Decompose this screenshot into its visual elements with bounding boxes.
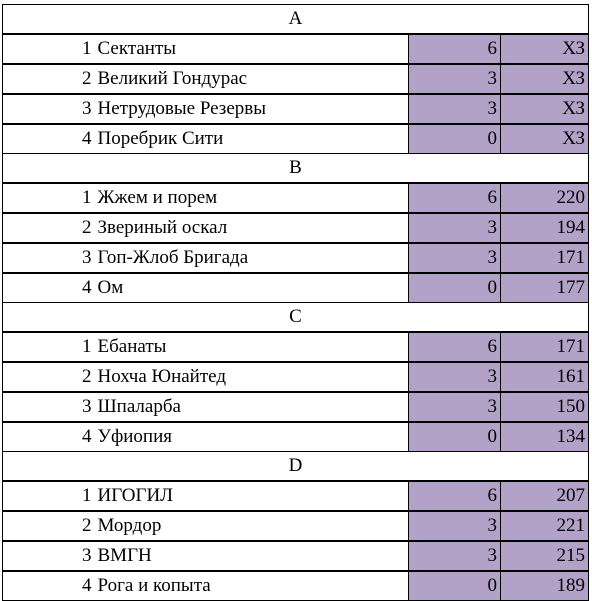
position-cell[interactable]: 4 [2, 570, 95, 601]
score-cell[interactable]: ХЗ [500, 93, 589, 125]
position-cell[interactable]: 2 [2, 63, 95, 95]
points-cell[interactable]: 3 [408, 510, 501, 542]
team-name-cell[interactable]: Уфиопия [94, 421, 409, 452]
table-row: 4 Ом 0 177 [2, 272, 589, 303]
points-cell[interactable]: 0 [408, 570, 501, 601]
points-cell[interactable]: 3 [408, 361, 501, 393]
table-row: 1 Сектанты 6 ХЗ [2, 33, 589, 65]
table-row: 3 Шпаларба 3 150 [2, 391, 589, 423]
points-cell[interactable]: 6 [408, 331, 501, 363]
position-cell[interactable]: 4 [2, 123, 95, 154]
points-cell[interactable]: 0 [408, 272, 501, 303]
score-cell[interactable]: 177 [500, 272, 589, 303]
score-cell[interactable]: 215 [500, 540, 589, 572]
score-cell[interactable]: 171 [500, 331, 589, 363]
team-name-cell[interactable]: Великий Гондурас [94, 63, 409, 95]
group-name-cell[interactable]: D [2, 451, 589, 482]
score-cell[interactable]: 207 [500, 480, 589, 512]
table-row: 2 Великий Гондурас 3 ХЗ [2, 63, 589, 95]
table-row: 2 Нохча Юнайтед 3 161 [2, 361, 589, 393]
standings-body: A 1 Сектанты 6 ХЗ 2 Великий Гондурас 3 ХЗ 3 Нетруд… [2, 4, 589, 601]
standings-table: A 1 Сектанты 6 ХЗ 2 Великий Гондурас 3 ХЗ 3 Нетруд… [2, 4, 589, 601]
team-name-cell[interactable]: ИГОГИЛ [94, 480, 409, 512]
team-name-cell[interactable]: Сектанты [94, 33, 409, 65]
position-cell[interactable]: 2 [2, 361, 95, 393]
position-cell[interactable]: 3 [2, 242, 95, 274]
team-name-cell[interactable]: ВМГН [94, 540, 409, 572]
table-row: 1 ИГОГИЛ 6 207 [2, 480, 589, 512]
position-cell[interactable]: 3 [2, 93, 95, 125]
table-row: 2 Мордор 3 221 [2, 510, 589, 542]
score-cell[interactable]: 171 [500, 242, 589, 274]
points-cell[interactable]: 6 [408, 480, 501, 512]
team-name-cell[interactable]: Мордор [94, 510, 409, 542]
score-cell[interactable]: ХЗ [500, 63, 589, 95]
team-name-cell[interactable]: Шпаларба [94, 391, 409, 423]
table-row: 1 Жжем и порем 6 220 [2, 182, 589, 214]
position-cell[interactable]: 2 [2, 510, 95, 542]
team-name-cell[interactable]: Нохча Юнайтед [94, 361, 409, 393]
position-cell[interactable]: 4 [2, 272, 95, 303]
points-cell[interactable]: 3 [408, 242, 501, 274]
position-cell[interactable]: 1 [2, 480, 95, 512]
table-row: 4 Рога и копыта 0 189 [2, 570, 589, 601]
points-cell[interactable]: 6 [408, 33, 501, 65]
score-cell[interactable]: 189 [500, 570, 589, 601]
position-cell[interactable]: 2 [2, 212, 95, 244]
position-cell[interactable]: 1 [2, 331, 95, 363]
team-name-cell[interactable]: Гоп-Жлоб Бригада [94, 242, 409, 274]
table-row: 4 Уфиопия 0 134 [2, 421, 589, 452]
points-cell[interactable]: 0 [408, 123, 501, 154]
points-cell[interactable]: 6 [408, 182, 501, 214]
points-cell[interactable]: 0 [408, 421, 501, 452]
position-cell[interactable]: 1 [2, 182, 95, 214]
points-cell[interactable]: 3 [408, 540, 501, 572]
score-cell[interactable]: 134 [500, 421, 589, 452]
score-cell[interactable]: 220 [500, 182, 589, 214]
points-cell[interactable]: 3 [408, 63, 501, 95]
position-cell[interactable]: 1 [2, 33, 95, 65]
points-cell[interactable]: 3 [408, 212, 501, 244]
team-name-cell[interactable]: Нетрудовые Резервы [94, 93, 409, 125]
team-name-cell[interactable]: Звериный оскал [94, 212, 409, 244]
team-name-cell[interactable]: Ом [94, 272, 409, 303]
group-name-cell[interactable]: C [2, 302, 589, 333]
table-row: 3 Нетрудовые Резервы 3 ХЗ [2, 93, 589, 125]
score-cell[interactable]: 161 [500, 361, 589, 393]
table-row: 2 Звериный оскал 3 194 [2, 212, 589, 244]
score-cell[interactable]: 150 [500, 391, 589, 423]
table-row: 4 Поребрик Сити 0 ХЗ [2, 123, 589, 154]
group-header-row: A [2, 4, 589, 35]
group-header-row: C [2, 302, 589, 333]
group-header-row: D [2, 451, 589, 482]
table-row: 3 ВМГН 3 215 [2, 540, 589, 572]
position-cell[interactable]: 4 [2, 421, 95, 452]
group-name-cell[interactable]: B [2, 153, 589, 184]
points-cell[interactable]: 3 [408, 391, 501, 423]
score-cell[interactable]: ХЗ [500, 123, 589, 154]
team-name-cell[interactable]: Поребрик Сити [94, 123, 409, 154]
score-cell[interactable]: ХЗ [500, 33, 589, 65]
group-header-row: B [2, 153, 589, 184]
score-cell[interactable]: 221 [500, 510, 589, 542]
team-name-cell[interactable]: Жжем и порем [94, 182, 409, 214]
position-cell[interactable]: 3 [2, 540, 95, 572]
team-name-cell[interactable]: Рога и копыта [94, 570, 409, 601]
points-cell[interactable]: 3 [408, 93, 501, 125]
score-cell[interactable]: 194 [500, 212, 589, 244]
table-row: 1 Ебанаты 6 171 [2, 331, 589, 363]
team-name-cell[interactable]: Ебанаты [94, 331, 409, 363]
position-cell[interactable]: 3 [2, 391, 95, 423]
group-name-cell[interactable]: A [2, 4, 589, 35]
table-row: 3 Гоп-Жлоб Бригада 3 171 [2, 242, 589, 274]
